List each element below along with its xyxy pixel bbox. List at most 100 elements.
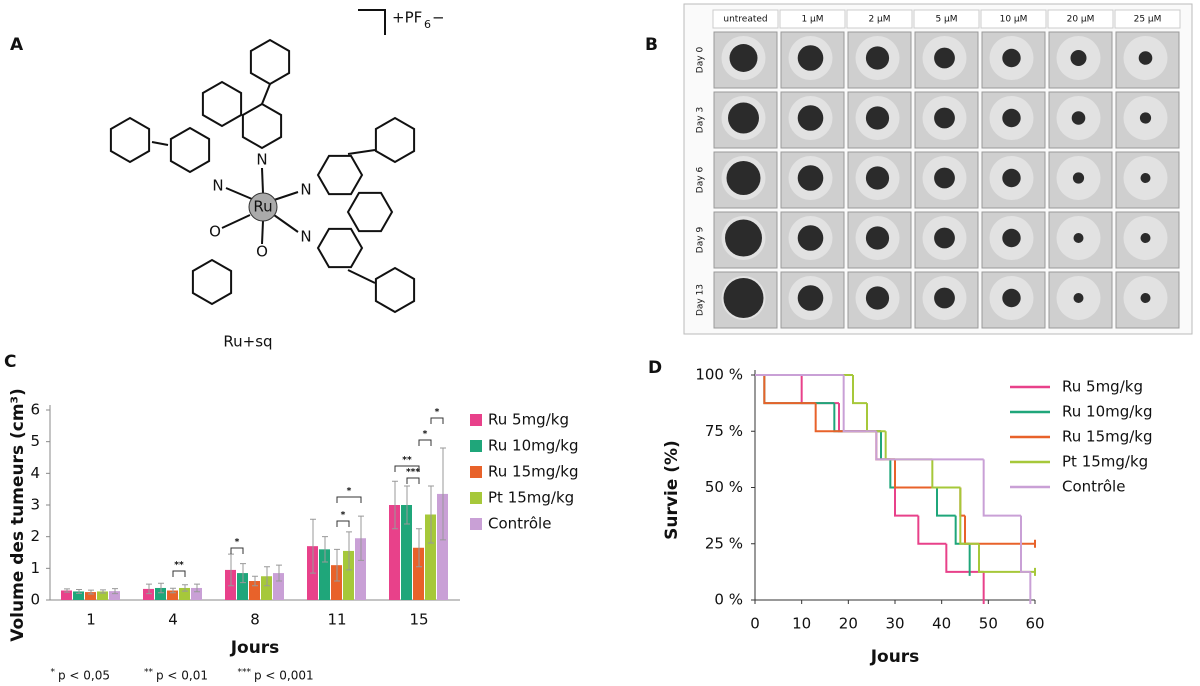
spheroid [1002, 288, 1021, 308]
survival-step [852, 375, 867, 405]
significance-bracket [230, 547, 244, 554]
spheroid [797, 105, 824, 131]
ring [249, 38, 291, 86]
bar [355, 538, 366, 600]
spheroid [865, 106, 890, 130]
legend-label: Ru 15mg/kg [1062, 428, 1153, 446]
error-bar [170, 587, 176, 594]
ring [109, 116, 151, 164]
survival-step [875, 431, 984, 461]
spheroid [1140, 173, 1151, 183]
y-tick-label: 0 [30, 591, 40, 609]
legend-swatch [470, 492, 482, 504]
ring [316, 227, 364, 269]
error-bar [358, 515, 364, 561]
panel-label: D [648, 358, 662, 378]
y-tick-label: 75 % [705, 422, 743, 440]
survival-step [866, 403, 886, 433]
legend-swatch [470, 440, 482, 452]
column-header-cell [1114, 9, 1181, 29]
spheroid [1072, 172, 1085, 184]
ring [374, 266, 416, 314]
significance-label: ** [174, 561, 184, 571]
bar [237, 573, 248, 600]
survival-step [978, 543, 1035, 573]
bar [85, 592, 96, 600]
survival-step [800, 375, 839, 405]
spheroid-grid: untreated 1 µM 2 µM 5 µM 10 µM 20 µM 25 µM Day … [696, 9, 1181, 329]
survival-step [889, 459, 937, 489]
bar [191, 587, 202, 600]
error-bar [322, 536, 328, 563]
survival-step [763, 375, 835, 405]
bond [273, 191, 299, 201]
spheroid [934, 227, 955, 249]
bond [221, 214, 251, 229]
survival-step [833, 403, 881, 433]
error-bar [440, 447, 446, 541]
panel-label: A [10, 35, 24, 55]
error-bar [112, 588, 118, 595]
x-tick-label: 1 [86, 611, 96, 629]
counter-ion-sub: 6 [424, 18, 431, 31]
error-bar [194, 583, 200, 593]
spheroid [1073, 293, 1084, 303]
bar [249, 581, 260, 600]
spheroid [1140, 293, 1151, 303]
bond [347, 149, 376, 155]
significance-label: * [235, 538, 240, 548]
error-bar [182, 584, 188, 592]
x-tick-label: 30 [885, 615, 904, 633]
spheroid [865, 286, 890, 310]
metal-atom [248, 192, 278, 222]
column-header-cell [980, 9, 1047, 29]
atom: N [212, 177, 223, 195]
survival-step [842, 375, 877, 433]
spheroid [726, 161, 761, 195]
spheroid [934, 167, 955, 189]
error-bar [88, 589, 94, 595]
legend-label: Contrôle [1062, 478, 1125, 496]
atom: N [300, 228, 311, 246]
ring [201, 80, 243, 128]
survival-step [964, 515, 1035, 545]
x-axis-label: Jours [230, 638, 280, 658]
x-tick-label: 40 [932, 615, 951, 633]
survival-step [917, 515, 947, 545]
legend-swatch [470, 414, 482, 426]
column-header-cell [712, 9, 779, 29]
spheroid [934, 47, 955, 69]
error-bar [64, 588, 70, 593]
error-bar [76, 589, 82, 594]
counter-ion-charge: − [432, 9, 445, 27]
column-header: 25 µM [1134, 15, 1162, 25]
spheroid [1002, 108, 1021, 128]
atom: O [256, 243, 268, 261]
panel-label: C [4, 352, 16, 372]
column-header-cell [846, 9, 913, 29]
bond [347, 269, 376, 284]
survival-step [880, 431, 895, 461]
significance-label: * [423, 430, 428, 440]
bond [225, 187, 253, 200]
legend-label: Ru 10mg/kg [1062, 403, 1153, 421]
survival-step [954, 515, 970, 545]
footnote-stars: ** [144, 668, 154, 678]
y-tick-label: 2 [30, 527, 40, 545]
x-tick-label: 0 [750, 615, 760, 633]
error-bar [228, 553, 234, 587]
survival-step [959, 487, 979, 545]
y-tick-label: 3 [30, 496, 40, 514]
spheroid [1071, 111, 1086, 125]
survival-step [931, 459, 961, 489]
spheroid [728, 102, 759, 134]
legend-swatch [470, 518, 482, 530]
bond [273, 214, 299, 233]
bracket [358, 9, 386, 35]
error-bar [310, 518, 316, 574]
survival-step [838, 403, 881, 433]
significance-bracket [430, 417, 444, 424]
bond [261, 220, 264, 245]
x-tick-label: 8 [250, 611, 260, 629]
spheroid [1138, 51, 1153, 65]
